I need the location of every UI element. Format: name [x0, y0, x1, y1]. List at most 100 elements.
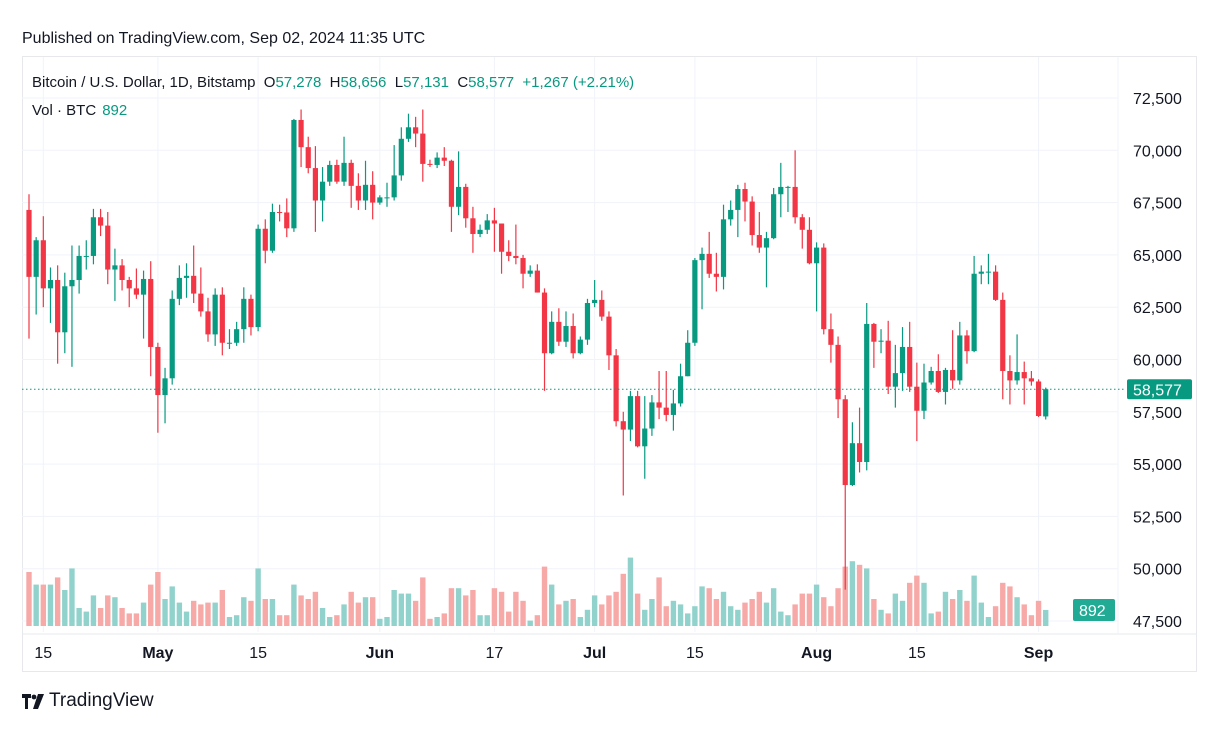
candle[interactable] [799, 214, 805, 249]
candle[interactable] [828, 313, 834, 363]
candle[interactable] [606, 311, 612, 370]
candle[interactable] [1007, 355, 1013, 405]
candle[interactable] [183, 263, 190, 298]
candle[interactable] [427, 159, 433, 168]
candle[interactable] [935, 354, 941, 393]
candle[interactable] [563, 311, 569, 347]
candle[interactable] [83, 240, 89, 270]
candle[interactable] [33, 237, 39, 315]
candle[interactable] [520, 254, 526, 289]
candle[interactable] [140, 270, 147, 339]
candle[interactable] [76, 245, 82, 294]
candle[interactable] [527, 265, 533, 277]
candle[interactable] [656, 371, 662, 420]
candle[interactable] [456, 151, 462, 216]
candle[interactable] [577, 336, 583, 355]
candle[interactable] [541, 288, 548, 391]
candle[interactable] [420, 109, 426, 182]
candle[interactable] [1028, 371, 1034, 386]
candle[interactable] [441, 147, 447, 166]
candle[interactable] [720, 204, 727, 290]
candle[interactable] [327, 160, 333, 186]
candle[interactable] [549, 311, 555, 355]
candle[interactable] [370, 171, 376, 220]
candle[interactable] [692, 258, 698, 346]
candle[interactable] [907, 321, 913, 392]
candle[interactable] [735, 184, 741, 238]
candle[interactable] [635, 390, 641, 448]
candle[interactable] [878, 329, 884, 354]
candle[interactable] [835, 336, 841, 419]
candle[interactable] [756, 212, 762, 253]
candle[interactable] [1043, 387, 1049, 420]
candle[interactable] [993, 265, 999, 301]
candle[interactable] [849, 422, 855, 487]
candle[interactable] [699, 247, 705, 310]
candle[interactable] [413, 116, 419, 148]
candle[interactable] [377, 195, 383, 205]
candle[interactable] [713, 252, 719, 292]
candle[interactable] [892, 344, 898, 408]
candle[interactable] [842, 395, 848, 590]
candle[interactable] [262, 219, 268, 264]
candle[interactable] [241, 287, 247, 343]
candle[interactable] [821, 243, 827, 335]
candle[interactable] [119, 259, 125, 291]
candle[interactable] [226, 329, 233, 350]
candle[interactable] [477, 224, 483, 238]
candle[interactable] [749, 196, 755, 246]
candle[interactable] [742, 182, 748, 222]
candle[interactable] [599, 290, 605, 321]
candle[interactable] [914, 362, 920, 442]
candle[interactable] [355, 173, 361, 210]
candle[interactable] [69, 245, 75, 367]
candle[interactable] [162, 367, 168, 424]
candle[interactable] [384, 182, 390, 207]
candle[interactable] [98, 208, 104, 237]
candle[interactable] [570, 313, 576, 359]
candle[interactable] [978, 265, 984, 285]
candle[interactable] [921, 363, 927, 420]
candle[interactable] [971, 255, 977, 353]
candle[interactable] [484, 214, 490, 234]
candle[interactable] [964, 330, 970, 364]
candle[interactable] [26, 194, 32, 339]
candle[interactable] [405, 113, 412, 142]
candle[interactable] [871, 322, 877, 368]
candle[interactable] [513, 224, 519, 265]
candle[interactable] [248, 294, 254, 336]
candle[interactable] [155, 342, 161, 433]
candle[interactable] [856, 407, 863, 473]
candle[interactable] [176, 265, 182, 306]
candle[interactable] [613, 349, 619, 427]
candle[interactable] [1021, 361, 1027, 405]
candle[interactable] [334, 159, 340, 184]
candle[interactable] [312, 146, 318, 232]
candle[interactable] [105, 212, 111, 285]
candle[interactable] [348, 159, 354, 208]
candle[interactable] [219, 287, 225, 356]
candle[interactable] [341, 136, 347, 186]
candle[interactable] [592, 280, 598, 308]
candle[interactable] [212, 288, 218, 346]
candle[interactable] [319, 167, 326, 222]
candle[interactable] [463, 183, 469, 228]
candle[interactable] [670, 389, 676, 431]
candle[interactable] [305, 136, 311, 174]
candle[interactable] [62, 272, 68, 354]
candle[interactable] [627, 390, 634, 442]
candle[interactable] [899, 327, 906, 391]
candle[interactable] [277, 204, 283, 222]
candle[interactable] [1014, 334, 1020, 385]
candle[interactable] [90, 208, 97, 265]
candle[interactable] [1000, 292, 1006, 400]
candle[interactable] [148, 261, 154, 377]
candle[interactable] [126, 276, 132, 308]
candle[interactable] [785, 185, 791, 213]
candle[interactable] [169, 290, 175, 385]
candle[interactable] [928, 366, 934, 385]
candle[interactable] [470, 206, 476, 253]
candle[interactable] [498, 223, 505, 274]
candle[interactable] [706, 231, 712, 278]
candle[interactable] [728, 200, 734, 226]
